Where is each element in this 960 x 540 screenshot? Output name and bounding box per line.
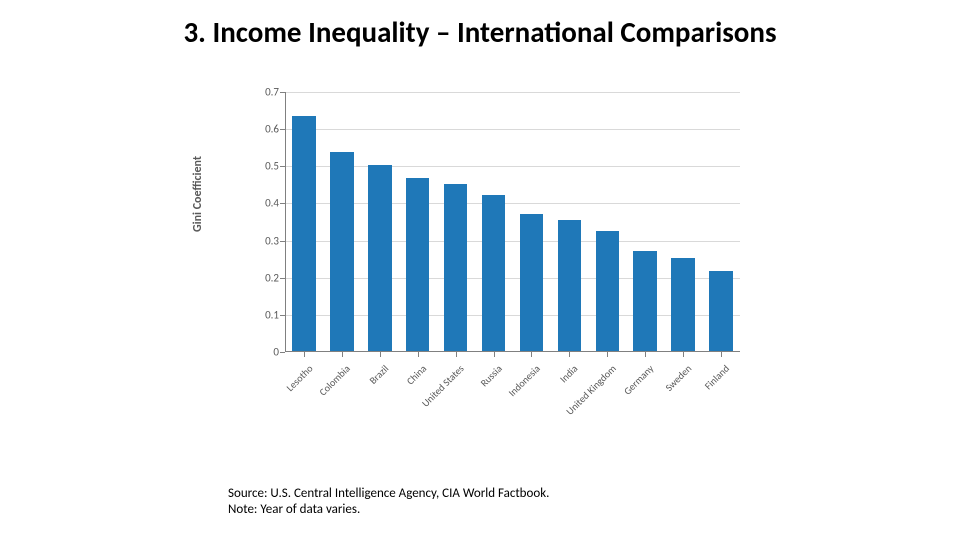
y-tick-label: 0.6 <box>265 123 279 136</box>
x-tick-label: Lesotho <box>283 362 315 394</box>
y-tick-mark <box>280 129 285 130</box>
bar <box>671 258 695 351</box>
page-title: 3. Income Inequality – International Com… <box>0 14 960 50</box>
x-tick-label: Sweden <box>662 362 694 394</box>
bar <box>596 231 620 351</box>
y-tick-label: 0.2 <box>265 271 279 284</box>
slide: 3. Income Inequality – International Com… <box>0 0 960 540</box>
source-line-2: Note: Year of data varies. <box>228 502 549 518</box>
x-tick-label: Brazil <box>366 362 391 387</box>
x-axis-line <box>285 351 740 352</box>
x-tick-mark <box>494 352 495 357</box>
x-tick-label: Germany <box>621 362 656 397</box>
bars-group <box>285 92 740 351</box>
y-tick-mark <box>280 166 285 167</box>
x-tick-label: India <box>557 362 580 385</box>
chart-container: Gini Coefficient 00.10.20.30.40.50.60.7 … <box>225 82 745 452</box>
bar <box>633 251 657 351</box>
y-tick-label: 0 <box>273 346 279 359</box>
y-tick-mark <box>280 92 285 93</box>
x-labels-group: LesothoColombiaBrazilChinaUnited StatesR… <box>285 358 740 448</box>
y-tick-label: 0.3 <box>265 234 279 247</box>
y-tick-mark <box>280 278 285 279</box>
y-tick-mark <box>280 241 285 242</box>
x-tick-mark <box>380 352 381 357</box>
y-tick-label: 0.7 <box>265 86 279 99</box>
x-tick-mark <box>569 352 570 357</box>
x-tick-label: Colombia <box>317 362 353 398</box>
y-tick-mark <box>280 203 285 204</box>
bar <box>368 165 392 351</box>
x-tick-mark <box>607 352 608 357</box>
y-tick-mark <box>280 315 285 316</box>
x-tick-mark <box>456 352 457 357</box>
y-tick-label: 0.1 <box>265 308 279 321</box>
bar <box>406 178 430 351</box>
bar <box>709 271 733 351</box>
source-line-1: Source: U.S. Central Intelligence Agency… <box>228 486 549 502</box>
x-tick-mark <box>342 352 343 357</box>
x-tick-label: Indonesia <box>506 362 543 399</box>
bar <box>292 116 316 351</box>
bar <box>520 214 544 351</box>
x-tick-mark <box>683 352 684 357</box>
x-tick-label: China <box>403 362 428 387</box>
x-tick-mark <box>721 352 722 357</box>
source-note: Source: U.S. Central Intelligence Agency… <box>228 486 549 519</box>
x-tick-mark <box>645 352 646 357</box>
y-tick-label: 0.5 <box>265 160 279 173</box>
x-tick-mark <box>304 352 305 357</box>
bar <box>330 152 354 351</box>
x-tick-mark <box>418 352 419 357</box>
y-tick-mark <box>280 352 285 353</box>
plot-area: 00.10.20.30.40.50.60.7 <box>285 92 740 352</box>
bar <box>558 220 582 351</box>
x-tick-mark <box>531 352 532 357</box>
x-tick-label: Finland <box>702 362 732 392</box>
y-axis-line <box>285 92 286 352</box>
y-tick-label: 0.4 <box>265 197 279 210</box>
x-tick-label: Russia <box>477 362 504 389</box>
bar <box>444 184 468 351</box>
y-axis-label: Gini Coefficient <box>191 156 205 232</box>
bar <box>482 195 506 351</box>
